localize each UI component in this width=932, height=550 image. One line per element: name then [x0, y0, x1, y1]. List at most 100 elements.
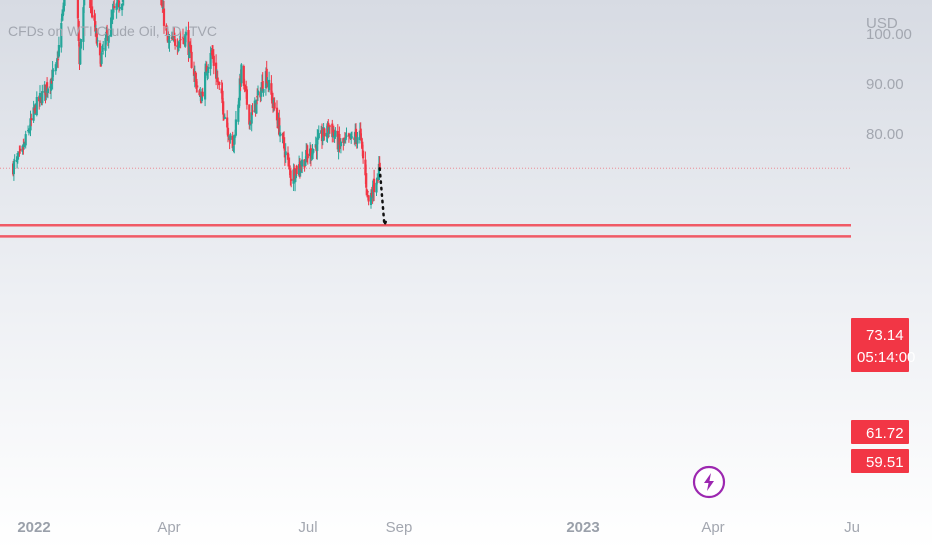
- candle-body: [38, 96, 41, 102]
- candle-body: [234, 136, 237, 138]
- candle-body: [350, 133, 353, 139]
- candle-body: [273, 102, 276, 109]
- price-tick-label: 100.00: [866, 26, 912, 43]
- candle-body: [198, 90, 201, 96]
- symbol-title: CFDs on WTI Crude Oil, 1D, TVC: [8, 23, 217, 39]
- candle-body: [195, 78, 198, 89]
- level-upper-tag: 61.72: [851, 420, 909, 444]
- candle-body: [369, 192, 373, 205]
- candle-body: [91, 6, 94, 18]
- price-tick-label: 80.00: [866, 126, 904, 143]
- level-lower-tag: 59.51: [851, 449, 909, 473]
- candle-body: [261, 81, 264, 91]
- candle-body: [205, 65, 208, 73]
- candle-body: [378, 162, 381, 169]
- candle-body: [289, 169, 292, 178]
- candle-body: [212, 55, 215, 66]
- candle-body: [334, 130, 337, 137]
- candle-body: [27, 130, 30, 132]
- candle-body: [112, 9, 115, 13]
- candle-body: [290, 178, 293, 181]
- candle-body: [12, 161, 15, 175]
- candle-body: [46, 88, 49, 94]
- candle-body: [207, 67, 210, 73]
- candle-body: [218, 82, 221, 85]
- candle-body: [188, 43, 191, 58]
- candle-body: [265, 68, 268, 85]
- candle-body: [344, 137, 347, 141]
- candle-body: [350, 136, 354, 138]
- level-lower-value: 59.51: [866, 454, 904, 471]
- candle-body: [206, 71, 209, 76]
- candle-body: [24, 134, 27, 146]
- candle-body: [61, 13, 64, 20]
- candle-body: [32, 107, 35, 121]
- candle-body: [323, 128, 326, 137]
- candle-body: [345, 135, 348, 137]
- candle-body: [107, 34, 110, 43]
- candle-body: [39, 93, 42, 95]
- countdown-value: 05:14:00: [857, 349, 915, 366]
- candle-body: [104, 37, 107, 51]
- candle-body: [240, 64, 243, 84]
- candle-body: [244, 84, 247, 89]
- candle-body: [174, 39, 177, 46]
- last-price-value: 73.14: [866, 327, 904, 344]
- candle-body: [19, 148, 22, 151]
- candle-body: [27, 131, 30, 133]
- projection-path[interactable]: [378, 167, 389, 226]
- candle-body: [226, 117, 229, 128]
- candle-body: [192, 68, 196, 76]
- candle-body: [305, 149, 309, 155]
- candle-body: [312, 148, 315, 153]
- candle-body: [298, 161, 301, 170]
- candle-body: [115, 3, 118, 11]
- candle-body: [221, 90, 224, 104]
- candle-body: [83, 0, 86, 6]
- candle-body: [279, 132, 282, 137]
- candle-body: [100, 52, 103, 64]
- candle-body: [339, 146, 342, 148]
- currency-label: USD: [866, 15, 898, 32]
- candle-body: [177, 42, 181, 48]
- candle-body: [18, 151, 21, 153]
- candle-body: [250, 112, 253, 124]
- lightning-icon[interactable]: [692, 465, 726, 499]
- candle-body: [373, 178, 376, 193]
- candle-body: [262, 88, 265, 93]
- candle-body: [286, 152, 290, 160]
- candle-body: [187, 30, 190, 55]
- candle-body: [57, 59, 60, 61]
- candle-body: [116, 0, 119, 7]
- price-axis[interactable]: 100.00 90.00 80.00: [866, 26, 912, 143]
- time-axis[interactable]: 2022 Apr Jul Sep 2023 Apr Ju: [17, 519, 860, 536]
- candle-body: [22, 147, 25, 150]
- candle-body: [121, 4, 124, 11]
- candle-body: [251, 110, 254, 112]
- candle-body: [121, 0, 124, 2]
- candle-body: [200, 92, 203, 102]
- candle-body: [38, 93, 42, 99]
- candle-body: [52, 70, 55, 72]
- candle-body: [354, 131, 357, 143]
- candle-body: [245, 89, 248, 105]
- candle-body: [332, 129, 335, 136]
- candle-body: [62, 2, 65, 12]
- candle-body: [179, 39, 182, 41]
- candle-body: [283, 137, 286, 149]
- candle-body: [255, 99, 258, 114]
- candle-body: [229, 134, 232, 140]
- candle-body: [237, 98, 241, 108]
- candle-body: [79, 39, 83, 49]
- candle-body: [256, 96, 259, 98]
- candle-body: [210, 49, 213, 51]
- time-axis-label: Sep: [386, 519, 413, 536]
- candle-body: [222, 115, 226, 118]
- candle-body: [23, 142, 26, 147]
- candle-body: [271, 93, 274, 104]
- candle-body: [270, 83, 273, 95]
- candle-body: [306, 153, 309, 159]
- candle-body: [364, 159, 367, 176]
- candle-body: [105, 31, 108, 38]
